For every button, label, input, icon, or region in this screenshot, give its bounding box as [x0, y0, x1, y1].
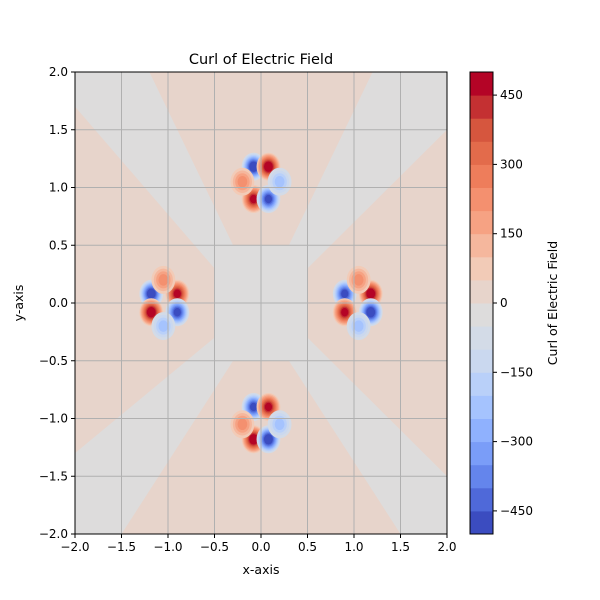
y-tick-label: −2.0 — [39, 527, 68, 541]
y-tick-label: −1.0 — [39, 412, 68, 426]
colorbar-band — [470, 279, 493, 304]
colorbar-band — [470, 441, 493, 466]
contour-band — [249, 194, 258, 204]
contour-features — [139, 152, 383, 454]
colorbar-band — [470, 395, 493, 419]
plot-area — [75, 72, 447, 534]
colorbar-band — [470, 349, 493, 373]
contour-band — [250, 162, 258, 171]
contour-band — [264, 435, 272, 444]
x-tick-label: 1.0 — [344, 540, 363, 554]
colorbar-band — [470, 256, 493, 281]
colorbar-band — [470, 510, 493, 535]
colorbar-ticks: −450 −300 −150 0 150 300 450 — [493, 88, 533, 518]
x-tick-label: 0.5 — [298, 540, 317, 554]
bottom-dipole — [230, 392, 292, 454]
contour-band — [264, 162, 272, 171]
y-tick-label: −1.5 — [39, 469, 68, 483]
colorbar-tick-label: 450 — [500, 88, 523, 102]
x-axis-ticks: −2.0 −1.5 −1.0 −0.5 0.0 0.5 1.0 1.5 2.0 — [60, 534, 457, 554]
contour-band — [173, 289, 181, 298]
colorbar-tick-label: 150 — [500, 227, 523, 241]
x-tick-label: −0.5 — [200, 540, 229, 554]
contour-band — [147, 289, 155, 298]
x-tick-label: −1.5 — [107, 540, 136, 554]
contour-band — [173, 308, 181, 317]
x-tick-label: −1.0 — [153, 540, 182, 554]
contour-band — [158, 274, 169, 286]
contour-band — [353, 274, 364, 286]
contour-band — [367, 289, 375, 298]
y-axis-ticks: −2.0 −1.5 −1.0 −0.5 0.0 0.5 1.0 1.5 2.0 — [39, 65, 75, 541]
right-dipole — [332, 265, 383, 341]
left-dipole — [139, 265, 190, 341]
y-tick-label: 1.0 — [49, 181, 68, 195]
colorbar-band — [470, 326, 493, 350]
y-tick-label: 1.5 — [49, 123, 68, 137]
colorbar-tick-label: −450 — [500, 504, 533, 518]
colorbar-tick-label: −150 — [500, 365, 533, 379]
colorbar-band — [470, 303, 493, 327]
contour-band — [147, 308, 155, 317]
contour-band — [341, 289, 349, 298]
y-tick-label: 2.0 — [49, 65, 68, 79]
colorbar-band — [470, 464, 493, 489]
colorbar-band — [470, 95, 493, 119]
colorbar-tick-label: 0 — [500, 296, 508, 310]
colorbar-band — [470, 418, 493, 443]
colorbar-label: Curl of Electric Field — [545, 241, 560, 365]
x-tick-label: 2.0 — [437, 540, 456, 554]
x-tick-label: −2.0 — [60, 540, 89, 554]
x-axis-label: x-axis — [243, 562, 280, 577]
contour-band — [341, 308, 349, 317]
colorbar-band — [470, 164, 493, 188]
y-tick-label: −0.5 — [39, 354, 68, 368]
colorbar-tick-label: 300 — [500, 157, 523, 171]
colorbar-tick-label: −300 — [500, 435, 533, 449]
contour-band — [237, 418, 248, 431]
colorbar-band — [470, 372, 493, 396]
contour-band — [274, 418, 285, 431]
contour-band — [250, 435, 258, 444]
chart-title: Curl of Electric Field — [189, 52, 333, 68]
contour-band — [274, 175, 285, 188]
colorbar-band — [470, 72, 493, 96]
contour-band — [158, 320, 169, 332]
colorbar-band — [470, 118, 493, 142]
colorbar-band — [470, 210, 493, 235]
contour-band — [237, 175, 248, 188]
colorbar-band — [470, 487, 493, 512]
contour-band — [353, 320, 364, 332]
background-side-region — [75, 106, 215, 454]
contour-band — [264, 194, 273, 204]
x-tick-label: 1.5 — [391, 540, 410, 554]
contour-band — [367, 308, 375, 317]
y-tick-label: 0.5 — [49, 238, 68, 252]
x-tick-label: 0.0 — [251, 540, 270, 554]
contour-band — [249, 402, 258, 412]
y-axis-label: y-axis — [11, 285, 26, 322]
colorbar — [470, 72, 493, 535]
colorbar-band — [470, 233, 493, 258]
colorbar-band — [470, 187, 493, 212]
grid-lines — [75, 72, 447, 534]
y-tick-label: 0.0 — [49, 296, 68, 310]
contour-band — [264, 402, 273, 412]
colorbar-band — [470, 141, 493, 165]
